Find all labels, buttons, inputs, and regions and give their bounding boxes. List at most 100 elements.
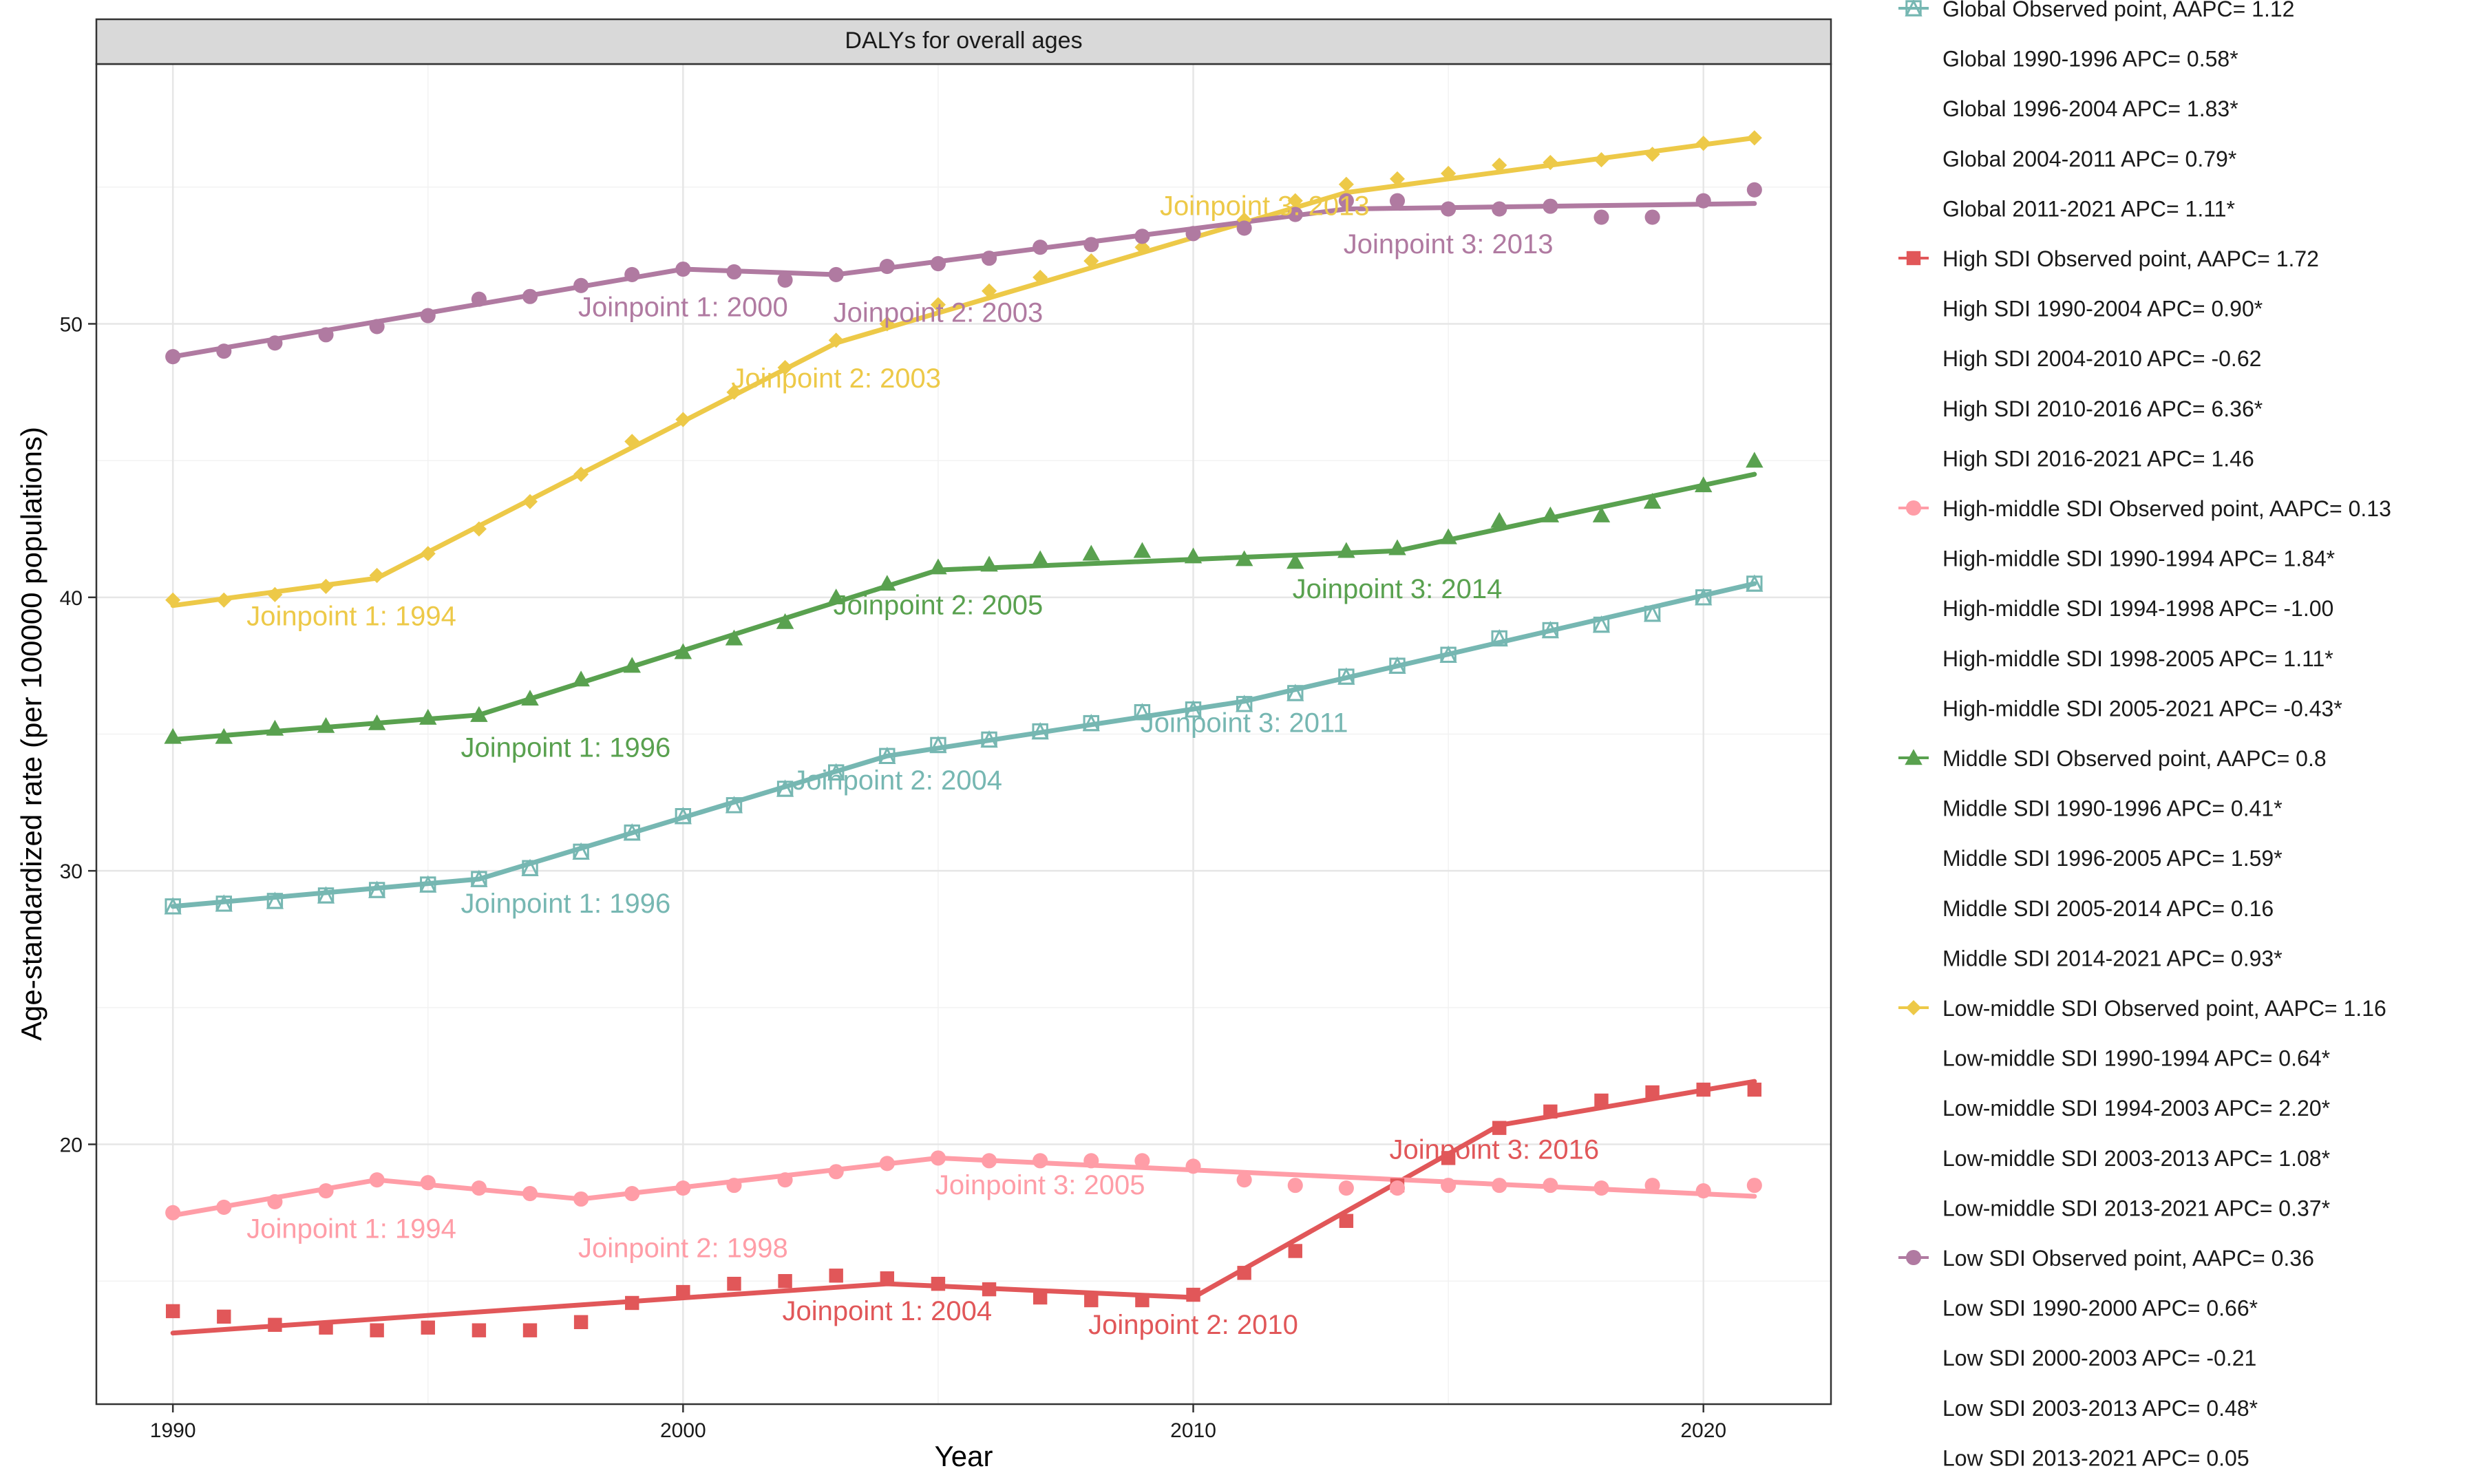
legend-segment-label: Global 1996-2004 APC= 1.83*: [1942, 96, 2238, 121]
observed-point-high-middle-sdi: [1338, 1180, 1354, 1196]
observed-point-high-sdi: [268, 1317, 282, 1332]
legend-key-marker-low-middle-sdi: [1905, 999, 1922, 1016]
marker-triangle-part: [1236, 695, 1253, 712]
observed-point-low-middle-sdi: [1543, 154, 1558, 171]
observed-point-low-sdi: [1032, 240, 1048, 255]
observed-point-global: [776, 779, 794, 797]
observed-point-middle-sdi: [317, 717, 335, 733]
observed-point-high-sdi: [982, 1282, 997, 1297]
observed-point-high-middle-sdi: [624, 1185, 640, 1202]
observed-point-high-sdi: [370, 1323, 384, 1337]
observed-point-high-middle-sdi: [522, 1185, 538, 1202]
observed-point-high-middle-sdi: [165, 1205, 181, 1220]
observed-point-high-sdi: [1594, 1093, 1609, 1108]
observed-point-high-sdi: [625, 1295, 639, 1311]
observed-point-low-sdi: [216, 343, 232, 359]
observed-point-low-middle-sdi: [1134, 240, 1150, 255]
observed-point-middle-sdi: [980, 555, 998, 572]
y-tick-label: 30: [60, 860, 83, 883]
joinpoint-label-low-middle-sdi: Joinpoint 3: 2013: [1160, 191, 1370, 222]
joinpoint-label-middle-sdi: Joinpoint 3: 2014: [1293, 574, 1503, 604]
observed-point-low-sdi: [930, 256, 946, 272]
observed-point-global: [1388, 656, 1406, 674]
observed-point-low-sdi: [165, 349, 181, 365]
observed-point-global: [164, 897, 182, 915]
observed-point-middle-sdi: [1337, 542, 1355, 558]
observed-point-middle-sdi: [470, 706, 488, 722]
legend-segment-label: Middle SDI 1996-2005 APC= 1.59*: [1942, 846, 2283, 871]
legend-segment-label: Global 2011-2021 APC= 1.11*: [1942, 196, 2235, 221]
chart-title: DALYs for overall ages: [845, 28, 1082, 54]
legend-segment-label: High-middle SDI 1994-1998 APC= -1.00: [1942, 596, 2333, 621]
observed-point-low-sdi: [1083, 237, 1099, 253]
observed-point-high-sdi: [319, 1320, 333, 1335]
observed-point-low-sdi: [1236, 220, 1252, 236]
observed-point-global: [674, 807, 692, 825]
x-tick-label: 1990: [150, 1419, 196, 1442]
legend-segment-label: Low SDI 2013-2021 APC= 0.05: [1942, 1445, 2249, 1470]
legend-key-marker-high-sdi: [1906, 251, 1921, 266]
joinpoint-label-middle-sdi: Joinpoint 1: 1996: [461, 732, 671, 763]
marker-triangle-part: [1082, 714, 1100, 732]
observed-point-middle-sdi: [1746, 452, 1764, 468]
observed-point-middle-sdi: [725, 629, 743, 646]
observed-point-high-sdi: [880, 1271, 895, 1286]
observed-point-low-middle-sdi: [165, 592, 181, 608]
observed-point-low-middle-sdi: [879, 316, 895, 332]
joinpoint-label-high-middle-sdi: Joinpoint 2: 1998: [578, 1233, 788, 1264]
legend-observed-label: Global Observed point, AAPC= 1.12: [1942, 0, 2294, 21]
observed-point-middle-sdi: [1490, 511, 1508, 528]
observed-point-high-middle-sdi: [1593, 1180, 1609, 1196]
joinpoint-label-low-sdi: Joinpoint 3: 2013: [1344, 229, 1554, 259]
observed-point-high-sdi: [1186, 1287, 1200, 1302]
observed-point-global: [1286, 683, 1304, 701]
observed-point-low-middle-sdi: [1389, 171, 1406, 187]
observed-point-low-sdi: [573, 277, 589, 293]
marker-triangle-part: [929, 735, 947, 754]
observed-point-high-middle-sdi: [573, 1191, 589, 1207]
observed-point-middle-sdi: [419, 708, 437, 725]
legend-segment-label: Middle SDI 1990-1996 APC= 0.41*: [1942, 796, 2283, 821]
observed-point-middle-sdi: [623, 657, 641, 673]
observed-point-low-sdi: [1134, 229, 1150, 244]
observed-point-global: [1695, 588, 1713, 606]
observed-point-low-middle-sdi: [267, 586, 283, 602]
legend-segment-label: High SDI 1990-2004 APC= 0.90*: [1942, 297, 2263, 321]
marker-triangle-part: [215, 894, 233, 912]
observed-point-middle-sdi: [215, 728, 233, 744]
marker-triangle-part: [1133, 703, 1152, 721]
observed-point-low-middle-sdi: [1746, 130, 1762, 146]
observed-point-global: [317, 886, 335, 904]
observed-point-low-middle-sdi: [1287, 193, 1303, 209]
observed-point-high-middle-sdi: [777, 1172, 793, 1188]
observed-point-high-middle-sdi: [1032, 1153, 1048, 1169]
observed-point-high-sdi: [1441, 1151, 1456, 1165]
observed-point-middle-sdi: [1082, 544, 1101, 561]
marker-triangle-part: [674, 807, 692, 825]
observed-point-high-sdi: [1135, 1293, 1150, 1308]
observed-point-low-sdi: [624, 266, 640, 283]
marker-triangle-part: [623, 823, 641, 841]
observed-point-middle-sdi: [572, 670, 590, 687]
observed-point-global: [368, 880, 386, 898]
observed-point-high-middle-sdi: [318, 1183, 334, 1199]
observed-point-global: [419, 875, 437, 893]
observed-point-high-sdi: [1543, 1104, 1558, 1119]
observed-point-high-sdi: [676, 1284, 690, 1300]
observed-point-high-sdi: [1339, 1213, 1354, 1228]
observed-point-low-sdi: [726, 264, 742, 280]
observed-point-global: [929, 735, 947, 754]
observed-point-high-sdi: [1288, 1244, 1302, 1258]
marker-triangle-part: [1695, 588, 1713, 606]
observed-point-high-middle-sdi: [1644, 1178, 1660, 1194]
observed-point-low-sdi: [1185, 226, 1201, 242]
observed-point-low-sdi: [1543, 198, 1558, 214]
observed-point-high-sdi: [217, 1309, 231, 1324]
observed-point-global: [215, 894, 233, 912]
marker-triangle-part: [164, 897, 182, 915]
joinpoint-label-middle-sdi: Joinpoint 2: 2005: [834, 591, 1044, 621]
observed-point-low-sdi: [1593, 209, 1609, 225]
observed-point-low-sdi: [777, 272, 793, 288]
